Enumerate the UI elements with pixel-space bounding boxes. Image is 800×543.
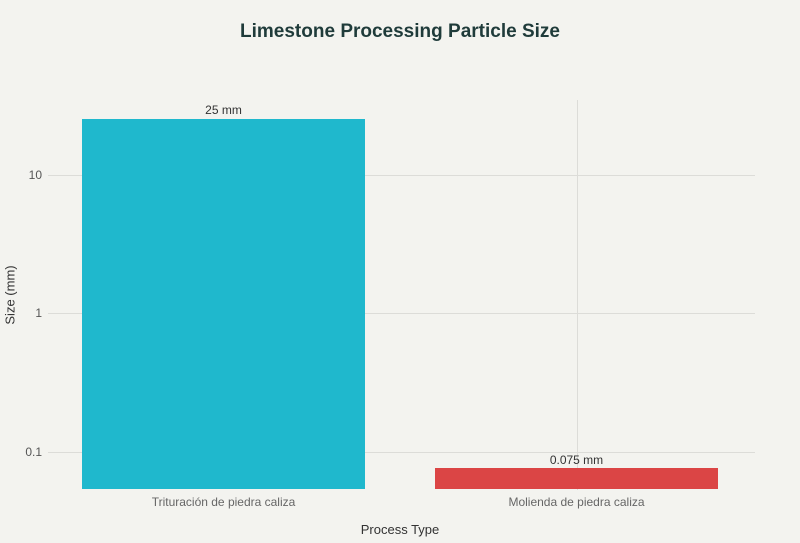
gridline-vertical [577,100,578,490]
bar-trituracion[interactable] [82,119,365,489]
y-axis-label: Size (mm) [2,265,18,325]
x-axis-label: Process Type [360,522,440,537]
chart-title: Limestone Processing Particle Size [240,21,560,42]
y-tick-10: 10 [28,168,42,182]
bar-label-molienda: 0.075 mm [549,453,604,467]
bar-molienda[interactable] [435,468,718,489]
y-tick-0.1: 0.1 [25,445,42,459]
x-tick-trituracion: Trituración de piedra caliza [151,495,296,509]
gridline-1 [48,313,755,314]
bar-label-trituracion: 25 mm [205,103,242,117]
gridline-0.1 [48,452,755,453]
x-tick-molienda: Molienda de piedra caliza [508,495,645,509]
gridline-10 [48,175,755,176]
y-tick-1: 1 [35,306,42,320]
